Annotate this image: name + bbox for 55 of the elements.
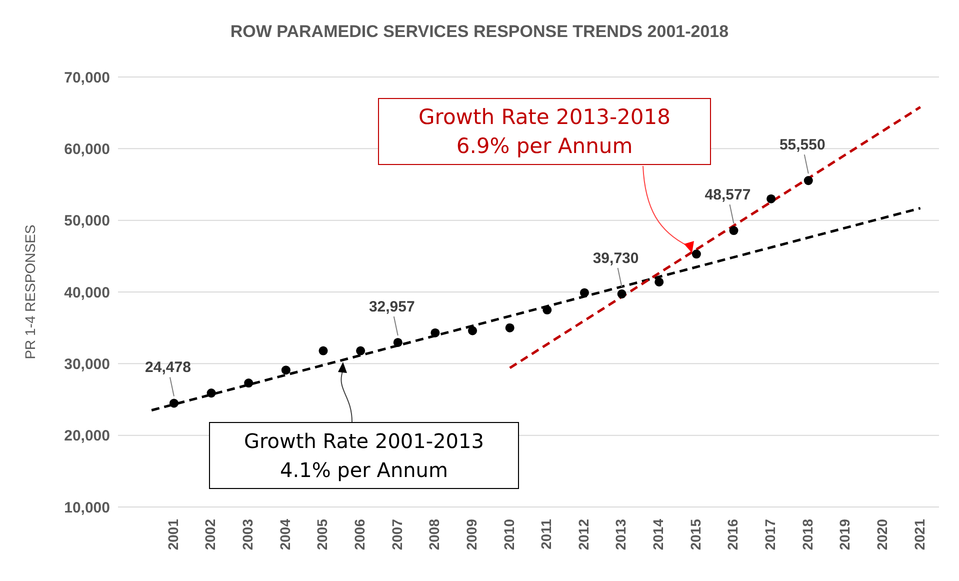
data-label: 48,577: [704, 186, 751, 204]
point: [729, 226, 738, 236]
x-tick-label: 2010: [500, 518, 517, 550]
x-tick-label: 2019: [836, 518, 853, 550]
x-tick-label: 2006: [352, 518, 368, 550]
data-label: 32,957: [368, 298, 415, 316]
x-tick-label: 2013: [612, 518, 629, 550]
point: [692, 250, 701, 259]
x-tick-label: 2012: [575, 518, 592, 550]
point: [654, 277, 664, 286]
point: [281, 366, 290, 375]
point: [804, 176, 813, 186]
x-tick-label: 2016: [724, 518, 741, 550]
point: [244, 378, 254, 388]
note-box: Growth Rate 2013-2018 6.9% per Annum: [378, 98, 711, 165]
x-tick-label: 2017: [762, 518, 778, 550]
y-tick-label: 10,000: [64, 499, 110, 516]
point: [580, 288, 589, 298]
y-tick-label: 20,000: [64, 428, 110, 445]
data-label: 55,550: [779, 136, 826, 154]
x-tick-label: 2020: [874, 518, 890, 550]
point: [356, 346, 366, 356]
point: [393, 338, 402, 347]
point: [542, 305, 552, 314]
x-tick-label: 2002: [202, 518, 218, 550]
point: [505, 323, 514, 332]
x-tick-label: 2005: [314, 518, 330, 550]
chart-title: ROW PARAMEDIC SERVICES RESPONSE TRENDS 2001-2018: [229, 22, 730, 42]
point: [318, 346, 328, 356]
x-tick-label: 2008: [426, 518, 442, 550]
data-label: 24,478: [145, 359, 191, 376]
y-tick-label: 40,000: [64, 284, 110, 302]
x-tick-label: 2001: [164, 518, 181, 550]
x-tick-label: 2021: [911, 518, 928, 550]
x-tick-label: 2003: [240, 518, 256, 550]
y-tick-label: 30,000: [64, 356, 110, 373]
x-tick-label: 2011: [538, 518, 554, 550]
x-tick-label: 2015: [687, 518, 704, 550]
note-box: Growth Rate 2001-2013 4.1% per Annum: [209, 422, 519, 489]
point: [206, 388, 216, 398]
data-label: 39,730: [592, 250, 639, 267]
point: [468, 326, 478, 336]
x-tick-label: 2018: [799, 518, 816, 550]
y-tick-label: 50,000: [64, 212, 110, 230]
point: [430, 328, 440, 338]
x-tick-label: 2004: [276, 518, 293, 550]
x-tick-label: 2009: [463, 518, 480, 550]
point: [766, 194, 776, 204]
y-tick-label: 60,000: [64, 140, 110, 158]
point: [617, 289, 626, 298]
x-tick-label: 2007: [388, 518, 405, 550]
point: [169, 398, 178, 408]
y-tick-label: 70,000: [64, 69, 110, 86]
x-tick-label: 2014: [650, 518, 666, 550]
y-axis-title: PR 1-4 RESPONSES: [22, 224, 38, 360]
